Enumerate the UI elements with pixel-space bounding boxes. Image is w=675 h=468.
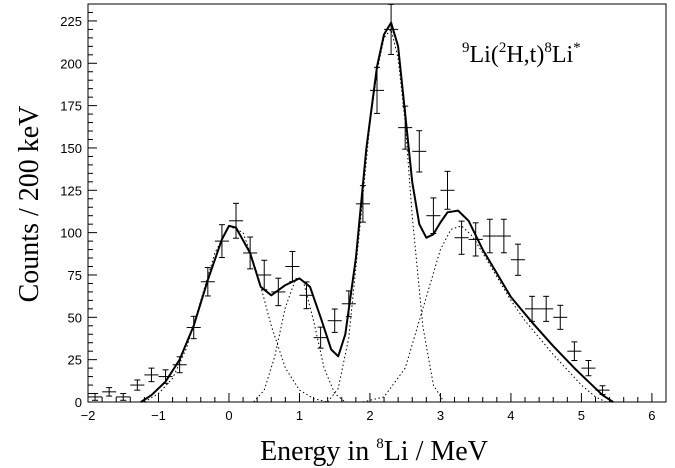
fit-component-curve bbox=[144, 226, 327, 402]
y-tick-label: 175 bbox=[60, 99, 82, 114]
y-tick-label: 100 bbox=[60, 226, 82, 241]
data-point bbox=[511, 244, 525, 275]
data-point bbox=[567, 342, 581, 361]
y-tick-label: 200 bbox=[60, 56, 82, 71]
y-tick-label: 25 bbox=[68, 353, 82, 368]
data-point bbox=[130, 380, 144, 390]
x-axis-label: Energy in 8Li / MeV bbox=[260, 436, 488, 467]
x-tick-label: −2 bbox=[81, 408, 96, 423]
data-point bbox=[356, 186, 370, 223]
data-point bbox=[285, 251, 299, 281]
x-tick-label: 0 bbox=[225, 408, 232, 423]
data-point bbox=[173, 357, 187, 373]
data-point bbox=[342, 291, 356, 317]
y-tick-label: 125 bbox=[60, 183, 82, 198]
data-point bbox=[412, 131, 426, 172]
data-point bbox=[455, 221, 469, 254]
reaction-annotation: 9Li(2H,t)8Li* bbox=[462, 40, 581, 68]
fit-component-curve bbox=[254, 278, 346, 402]
x-tick-label: 1 bbox=[296, 408, 303, 423]
data-point bbox=[497, 219, 511, 253]
data-point bbox=[539, 296, 553, 321]
data-point bbox=[243, 237, 257, 269]
y-tick-label: 150 bbox=[60, 141, 82, 156]
data-point bbox=[229, 203, 243, 238]
y-tick-label: 50 bbox=[68, 310, 82, 325]
data-point bbox=[483, 219, 497, 253]
data-point bbox=[553, 305, 567, 329]
data-point bbox=[88, 394, 102, 401]
data-point bbox=[116, 394, 130, 401]
tick-labels: −2 −1 0 1 2 3 4 5 6 0 25 50 75 100 125 150 175 200 225 bbox=[60, 14, 655, 423]
data-point bbox=[328, 309, 342, 332]
y-axis-label: Counts / 200 keV bbox=[14, 106, 45, 303]
x-tick-label: 5 bbox=[578, 408, 585, 423]
x-tick-label: 6 bbox=[648, 408, 655, 423]
y-tick-label: 225 bbox=[60, 14, 82, 29]
y-tick-label: 0 bbox=[75, 395, 82, 410]
data-point bbox=[581, 361, 595, 376]
x-tick-label: 3 bbox=[437, 408, 444, 423]
data-point bbox=[440, 171, 454, 209]
data-point bbox=[398, 106, 412, 149]
x-tick-label: 2 bbox=[366, 408, 373, 423]
data-point bbox=[426, 198, 440, 234]
data-point bbox=[144, 368, 158, 382]
data-point bbox=[158, 370, 172, 384]
x-tick-label: 4 bbox=[507, 408, 514, 423]
data-point bbox=[271, 278, 285, 305]
data-point bbox=[469, 223, 483, 256]
data-point bbox=[102, 388, 116, 396]
data-point bbox=[384, 4, 398, 54]
x-tick-label: −1 bbox=[151, 408, 166, 423]
data-point bbox=[596, 386, 610, 395]
data-point bbox=[299, 282, 313, 309]
y-tick-label: 75 bbox=[68, 268, 82, 283]
